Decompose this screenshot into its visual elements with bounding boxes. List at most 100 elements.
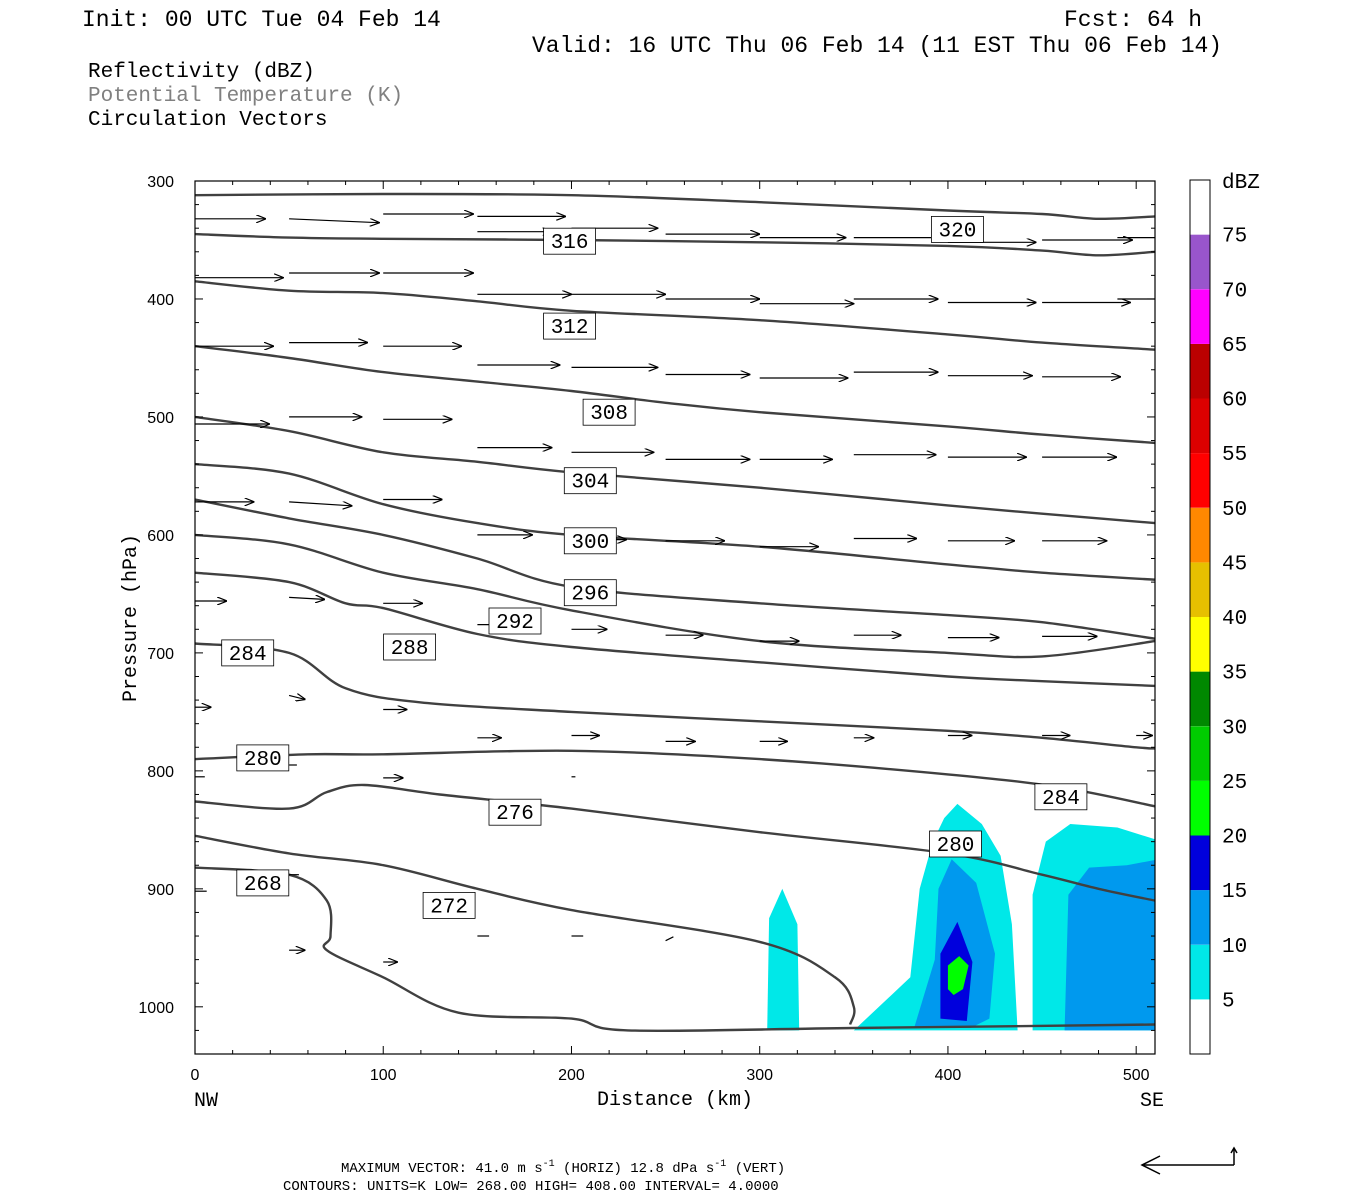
theta-contour-320 bbox=[195, 192, 1155, 221]
y-tick-label-400: 400 bbox=[147, 292, 174, 309]
theta-contour-308 bbox=[195, 345, 1155, 445]
svg-text:284: 284 bbox=[229, 644, 267, 667]
colorbar-swatch-6 bbox=[1190, 671, 1210, 727]
contour-label-272: 272 bbox=[422, 892, 476, 919]
y-tick-label-1000: 1000 bbox=[138, 1000, 174, 1017]
init-time-text: Init: 00 UTC Tue 04 Feb 14 bbox=[82, 7, 441, 33]
colorbar-level-25: 25 bbox=[1222, 772, 1247, 795]
contour-label-280: 280 bbox=[236, 744, 290, 772]
theta-contour-292 bbox=[195, 533, 1155, 659]
colorbar-swatch-7 bbox=[1190, 617, 1210, 672]
colorbar-level-75: 75 bbox=[1222, 226, 1247, 249]
x-axis-left-end-label: NW bbox=[194, 1090, 218, 1113]
colorbar-level-10: 10 bbox=[1222, 936, 1247, 959]
max-vector-exp-2: -1 bbox=[714, 1159, 726, 1170]
colorbar-swatch-5 bbox=[1190, 726, 1210, 781]
contour-label-320: 320 bbox=[931, 215, 984, 243]
x-tick-label-500: 500 bbox=[1123, 1067, 1150, 1084]
theta-contour-280 bbox=[195, 749, 1155, 808]
max-vector-exp-1: -1 bbox=[543, 1159, 555, 1170]
x-tick-label-200: 200 bbox=[558, 1067, 585, 1084]
colorbar-level-40: 40 bbox=[1222, 608, 1247, 631]
contour-label-300: 300 bbox=[563, 527, 617, 555]
circulation-vector-1 bbox=[289, 218, 379, 223]
colorbar-level-45: 45 bbox=[1222, 553, 1247, 576]
x-tick-label-0: 0 bbox=[191, 1067, 200, 1084]
contour-label-280: 280 bbox=[929, 830, 982, 858]
theta-contour-268 bbox=[195, 866, 1155, 1033]
svg-text:272: 272 bbox=[430, 896, 468, 919]
x-axis-right-end-label: SE bbox=[1140, 1090, 1164, 1113]
theta-contour-312 bbox=[195, 280, 1155, 351]
max-vector-text: MAXIMUM VECTOR: 41.0 m s-1 (HORIZ) 12.8 … bbox=[341, 1159, 785, 1177]
x-tick-label-300: 300 bbox=[746, 1067, 773, 1084]
contour-label-268: 268 bbox=[236, 869, 290, 897]
colorbar-level-55: 55 bbox=[1222, 444, 1247, 467]
vector-layer bbox=[195, 214, 1155, 962]
plot-frame bbox=[194, 180, 1156, 1055]
contour-label-312: 312 bbox=[543, 312, 596, 340]
reflectivity-cell-0 bbox=[767, 888, 800, 1031]
max-vector-part-c: (HORIZ) 12.8 dPa s bbox=[555, 1161, 715, 1177]
colorbar-unit: dBZ bbox=[1222, 172, 1260, 195]
colorbar-level-60: 60 bbox=[1222, 390, 1247, 413]
legend-vectors-text: Circulation Vectors bbox=[88, 109, 327, 132]
y-axis: 300 400 500 600 700 800 900 1000 bbox=[138, 174, 1155, 1031]
svg-text:280: 280 bbox=[244, 749, 282, 772]
colorbar-level-30: 30 bbox=[1222, 717, 1247, 740]
svg-text:276: 276 bbox=[496, 803, 534, 826]
svg-text:316: 316 bbox=[551, 232, 589, 255]
colorbar-swatch-9 bbox=[1190, 507, 1210, 563]
colorbar: 5 10 15 20 25 30 35 40 45 50 55 60 65 70 75 bbox=[1189, 179, 1247, 1055]
colorbar-level-70: 70 bbox=[1222, 280, 1247, 303]
contour-label-292: 292 bbox=[488, 607, 542, 635]
contour-label-284: 284 bbox=[1034, 783, 1088, 811]
colorbar-swatch-2 bbox=[1190, 890, 1210, 945]
colorbar-swatch-4 bbox=[1190, 780, 1210, 836]
svg-text:268: 268 bbox=[244, 874, 282, 897]
y-tick-label-300: 300 bbox=[147, 174, 174, 191]
x-tick-label-100: 100 bbox=[370, 1067, 397, 1084]
colorbar-swatch-1 bbox=[1190, 944, 1210, 1000]
colorbar-swatch-12 bbox=[1190, 343, 1210, 399]
circulation-vector-44 bbox=[289, 502, 351, 506]
contour-label-layer: 320 316 312 308 304 300 296 292 288 284 280 276 268 2… bbox=[221, 215, 1088, 919]
x-axis-title: Distance (km) bbox=[597, 1089, 753, 1112]
contour-label-308: 308 bbox=[582, 398, 636, 426]
reference-vector bbox=[1140, 1146, 1238, 1175]
valid-time-text: Valid: 16 UTC Thu 06 Feb 14 (11 EST Thu … bbox=[532, 33, 1222, 59]
theta-contour-276 bbox=[195, 783, 1155, 902]
svg-text:292: 292 bbox=[496, 612, 534, 635]
y-tick-label-800: 800 bbox=[147, 764, 174, 781]
legend-theta-text: Potential Temperature (K) bbox=[88, 85, 403, 108]
circulation-vector-64 bbox=[288, 695, 305, 699]
y-tick-label-700: 700 bbox=[147, 646, 174, 663]
y-tick-label-900: 900 bbox=[147, 882, 174, 899]
contour-label-276: 276 bbox=[488, 798, 542, 826]
svg-text:312: 312 bbox=[551, 317, 589, 340]
circulation-vector-84 bbox=[665, 936, 674, 942]
svg-text:300: 300 bbox=[571, 532, 609, 555]
reflectivity-cell-4 bbox=[947, 956, 969, 995]
legend-reflectivity-text: Reflectivity (dBZ) bbox=[88, 61, 315, 84]
colorbar-swatch-11 bbox=[1190, 398, 1210, 454]
colorbar-level-65: 65 bbox=[1222, 335, 1247, 358]
colorbar-level-5: 5 bbox=[1222, 990, 1235, 1013]
reflectivity-layer bbox=[767, 803, 1155, 1031]
colorbar-level-20: 20 bbox=[1222, 827, 1247, 850]
theta-contour-272 bbox=[195, 834, 856, 1025]
colorbar-swatch-13 bbox=[1190, 289, 1210, 344]
y-tick-label-600: 600 bbox=[147, 528, 174, 545]
colorbar-level-15: 15 bbox=[1222, 881, 1247, 904]
colorbar-swatch-10 bbox=[1190, 453, 1210, 508]
svg-text:296: 296 bbox=[571, 584, 609, 607]
colorbar-swatch-15 bbox=[1190, 180, 1210, 235]
x-tick-label-400: 400 bbox=[935, 1067, 962, 1084]
theta-contour-316 bbox=[195, 232, 1155, 257]
y-axis-title: Pressure (hPa) bbox=[120, 534, 143, 702]
contour-label-316: 316 bbox=[543, 227, 596, 255]
x-axis: 0 100 200 300 400 500 bbox=[191, 181, 1150, 1084]
y-tick-label-500: 500 bbox=[147, 410, 174, 427]
circulation-vector-54 bbox=[289, 597, 324, 599]
